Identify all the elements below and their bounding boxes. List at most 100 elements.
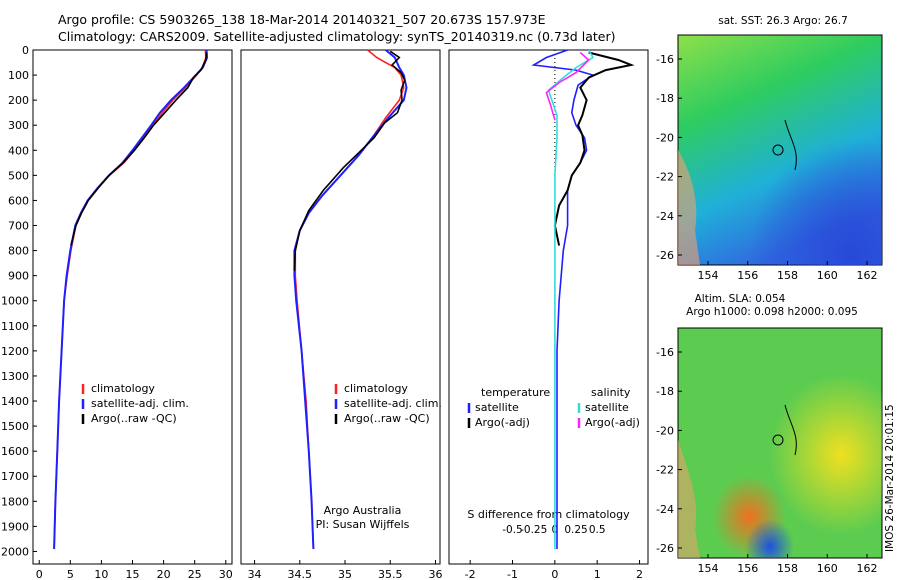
x-tick-label: 35 (338, 568, 352, 580)
x-tick-label: 0 (36, 568, 43, 580)
map-x-tick-label: 156 (737, 269, 758, 282)
annotation-label: Argo Australia (324, 504, 402, 517)
x-tick-label: 2 (636, 568, 643, 580)
legend-label: satellite (475, 401, 519, 414)
series-line (547, 49, 595, 549)
x-tick-label: 35.5 (378, 568, 403, 580)
panel-frame (240, 49, 441, 565)
legend-label: Argo(..raw -QC) (344, 412, 430, 425)
x-tick-label: -1 (507, 568, 518, 580)
sla-map-title1: Altim. SLA: 0.054 (695, 293, 786, 305)
series-line (293, 49, 408, 550)
map-y-tick-label: -24 (656, 210, 674, 223)
series-line (53, 49, 207, 550)
map-y-tick-label: -20 (656, 131, 674, 144)
y-tick-label: 100 (8, 69, 29, 82)
y-tick-label: 1500 (1, 420, 29, 433)
y-tick-label: 500 (8, 169, 29, 182)
x-tick-label: 34.5 (288, 568, 313, 580)
y-tick-label: 600 (8, 194, 29, 207)
y-tick-label: 1800 (1, 495, 29, 508)
x-tick-label: 20 (157, 568, 171, 580)
legend-label: satellite-adj. clim. (91, 397, 189, 410)
legend-label: salinity (591, 386, 631, 399)
map-y-tick-label: -16 (656, 346, 674, 359)
map-x-tick-label: 156 (737, 562, 758, 575)
sla-map-title2: Argo h1000: 0.098 h2000: 0.095 (686, 306, 858, 318)
s-tick-label: 0.25 (564, 524, 587, 536)
header-line1: Argo profile: CS 5903265_138 18-Mar-2014… (58, 12, 546, 27)
legend-label: climatology (344, 382, 408, 395)
legend-label: Argo(..raw -QC) (91, 412, 177, 425)
panel-salinity: 3434.53535.536salinityclimatologysatelli… (240, 49, 442, 580)
map-x-tick-label: 160 (817, 562, 838, 575)
legend-label: satellite-adj. clim. (344, 397, 442, 410)
panel-difference: -2-1012T difference from climatology-0.5… (448, 49, 649, 580)
sla-map (677, 327, 883, 559)
map-x-tick-label: 158 (777, 269, 798, 282)
y-tick-label: 1400 (1, 395, 29, 408)
x-tick-label: 30 (219, 568, 233, 580)
legend-label: temperature (481, 386, 550, 399)
map-y-tick-label: -20 (656, 424, 674, 437)
map-y-tick-label: -26 (656, 542, 674, 555)
x-tick-label: 15 (126, 568, 140, 580)
series-line (294, 49, 405, 550)
y-tick-label: 400 (8, 144, 29, 157)
map-x-tick-label: 162 (857, 562, 878, 575)
y-tick-label: 1300 (1, 370, 29, 383)
y-tick-label: 1900 (1, 520, 29, 533)
annotation-label: PI: Susan Wijffels (316, 518, 410, 531)
series-line (53, 49, 209, 550)
y-tick-label: 700 (8, 220, 29, 233)
y-tick-label: 1100 (1, 320, 29, 333)
panel-frame (448, 49, 649, 565)
x-tick-label: -2 (465, 568, 476, 580)
x-tick-label: 0 (551, 568, 558, 580)
map-y-tick-label: -18 (656, 92, 674, 105)
map-ticks: 154 156 158 160 162 -16 -18 -20 -22 -24 -26 (656, 346, 877, 575)
y-tick-label: 900 (8, 270, 29, 283)
x-tick-label: 36 (428, 568, 442, 580)
map-x-tick-label: 162 (857, 269, 878, 282)
y-tick-label: 800 (8, 245, 29, 258)
map-y-tick-label: -22 (656, 171, 674, 184)
y-tick-label: 200 (8, 94, 29, 107)
map-y-tick-label: -16 (656, 53, 674, 66)
y-tick-label: 300 (8, 119, 29, 132)
y-tick-label: 2000 (1, 545, 29, 558)
y-tick-label: 1200 (1, 345, 29, 358)
x-tick-label: 5 (67, 568, 74, 580)
map-y-tick-label: -26 (656, 249, 674, 262)
header-line2: Climatology: CARS2009. Satellite-adjuste… (58, 29, 616, 44)
sst-map (677, 34, 883, 266)
map-x-tick-label: 154 (698, 562, 719, 575)
s-tick-label: 0.5 (589, 524, 606, 536)
series-line (293, 50, 406, 271)
sst-map-title: sat. SST: 26.3 Argo: 26.7 (718, 15, 848, 27)
map-ticks: 154 156 158 160 162 -16 -18 -20 -22 -24 -26 (656, 53, 877, 282)
map-y-tick-label: -24 (656, 503, 674, 516)
x-tick-label: 34 (248, 568, 262, 580)
map-x-tick-label: 160 (817, 269, 838, 282)
series-line (531, 49, 595, 549)
y-tick-label: 0 (22, 44, 29, 57)
x-tick-label: 10 (94, 568, 108, 580)
legend-label: Argo(-adj) (585, 416, 640, 429)
series-line (545, 51, 590, 121)
y-tick-label: 1000 (1, 295, 29, 308)
map-x-tick-label: 154 (698, 269, 719, 282)
series-line (553, 51, 635, 246)
x-tick-label: 1 (594, 568, 601, 580)
x-tick-label: 25 (188, 568, 202, 580)
map-y-tick-label: -18 (656, 385, 674, 398)
panel-temperature: 051015202530temperature (deg C)010020030… (1, 44, 233, 580)
series-line (70, 52, 208, 246)
legend-label: Argo(-adj) (475, 416, 530, 429)
timestamp-label: IMOS 26-Mar-2014 20:01:15 (884, 404, 896, 552)
s-tick-label: -0.5 (502, 524, 523, 536)
map-x-tick-label: 158 (777, 562, 798, 575)
y-tick-label: 1600 (1, 445, 29, 458)
legend-label: satellite (585, 401, 629, 414)
